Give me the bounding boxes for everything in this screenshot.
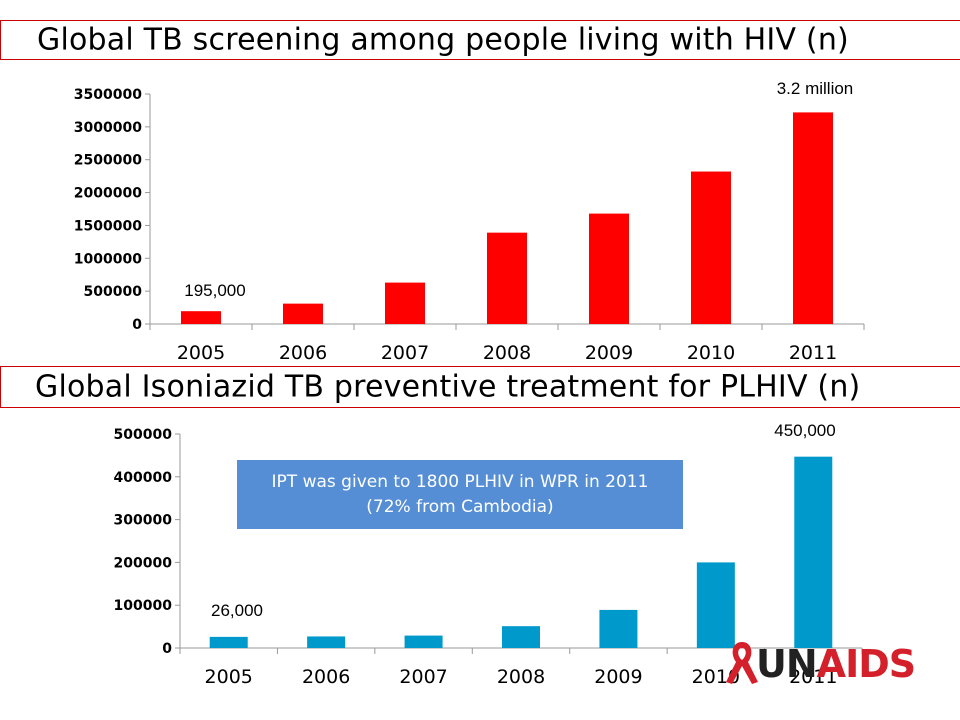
bar-2006 [307, 636, 346, 648]
bar-2010 [691, 171, 731, 324]
ipt-callout-box: IPT was given to 1800 PLHIV in WPR in 20… [237, 460, 683, 529]
y-tick-label: 0 [132, 317, 142, 333]
chart2-title: Global Isoniazid TB preventive treatment… [35, 369, 861, 405]
red-ribbon-icon [726, 642, 758, 684]
x-tick-label: 2005 [205, 666, 253, 688]
x-tick-label: 2009 [585, 342, 633, 364]
y-tick-label: 1500000 [74, 218, 142, 234]
y-tick-label: 3000000 [74, 120, 142, 136]
y-tick-label: 2500000 [74, 153, 142, 169]
bar-2009 [589, 213, 629, 324]
x-tick-label: 2011 [789, 342, 837, 364]
x-tick-label: 2009 [594, 666, 642, 688]
tb-screening-chart: 0 500000 1000000 1500000 2000000 2500000 30000… [74, 79, 865, 364]
bar-2011 [793, 112, 833, 325]
y-tick-label: 300000 [114, 513, 173, 529]
x-tick-label: 2007 [381, 342, 429, 364]
bar-2005 [209, 636, 248, 648]
x-tick-label: 2006 [302, 666, 350, 688]
y-tick-label: 400000 [114, 470, 173, 486]
bar-2005 [181, 311, 221, 324]
bar-2009 [599, 609, 638, 648]
bar-2011 [794, 456, 833, 648]
x-tick-label: 2011 [789, 666, 837, 688]
x-tick-label: 2007 [399, 666, 447, 688]
y-tick-label: 3500000 [74, 87, 142, 103]
annotation-last-bar: 450,000 [774, 421, 835, 440]
y-tick-label: 2000000 [74, 186, 142, 202]
y-tick-label: 0 [162, 641, 172, 657]
y-tick-label: 100000 [114, 598, 173, 614]
x-tick-label: 2010 [687, 342, 735, 364]
annotation-last-bar: 3.2 million [777, 79, 854, 98]
bar-2006 [283, 303, 323, 324]
y-tick-label: 1000000 [74, 251, 142, 267]
x-tick-label: 2008 [483, 342, 531, 364]
x-tick-label: 2008 [497, 666, 545, 688]
y-tick-label: 500000 [84, 284, 143, 300]
chart1-title: Global TB screening among people living … [37, 22, 849, 58]
y-tick-label: 500000 [114, 427, 173, 443]
x-tick-label: 2005 [177, 342, 225, 364]
bar-2010 [696, 562, 735, 648]
y-tick-label: 200000 [114, 555, 173, 571]
ipt-callout-text: IPT was given to 1800 PLHIV in WPR in 20… [271, 471, 649, 517]
x-tick-label: 2006 [279, 342, 327, 364]
bar-2008 [487, 232, 527, 324]
bar-2008 [502, 626, 540, 648]
bar-2007 [385, 282, 425, 324]
annotation-first-bar: 195,000 [184, 281, 245, 300]
bar-2007 [404, 635, 443, 648]
chart2-title-box: Global Isoniazid TB preventive treatment… [0, 366, 960, 408]
annotation-first-bar: 26,000 [211, 601, 263, 620]
chart1-title-box: Global TB screening among people living … [0, 20, 960, 60]
unaids-logo-word: UNAIDS [756, 642, 916, 686]
unaids-logo: UNAIDS [722, 638, 922, 688]
